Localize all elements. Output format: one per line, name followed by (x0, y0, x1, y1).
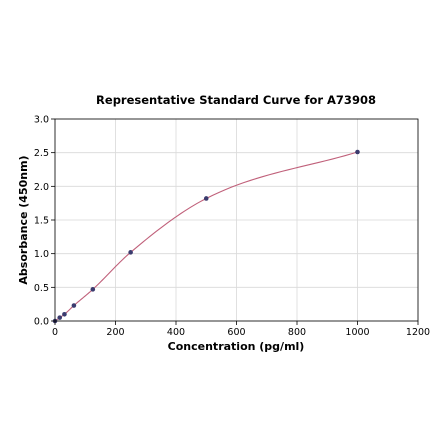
x-tick-label: 400 (167, 327, 185, 338)
x-axis-label: Concentration (pg/ml) (168, 340, 305, 353)
data-point (203, 196, 209, 201)
grid (54, 118, 419, 322)
data-point (90, 287, 96, 292)
x-tick-label: 800 (288, 327, 306, 338)
data-point (71, 303, 77, 308)
data-point (128, 250, 133, 255)
x-tick-label: 200 (106, 327, 124, 338)
fit-curve-layer (54, 151, 358, 322)
y-tick-label: 0.0 (34, 317, 49, 328)
data-point (57, 315, 63, 320)
x-axis-ticks: 0 200 400 600 800 1000 1200 (52, 321, 430, 338)
x-tick-label: 0 (52, 327, 58, 338)
x-tick-label: 1200 (406, 327, 430, 338)
x-tick-label: 1000 (345, 327, 369, 338)
y-axis-ticks: 0.0 0.5 1.0 1.5 2.0 2.5 3.0 (34, 115, 55, 328)
y-tick-label: 0.5 (34, 283, 49, 294)
y-tick-label: 2.0 (34, 182, 49, 193)
chart-title: Representative Standard Curve for A73908 (96, 93, 376, 107)
fit-curve (54, 151, 358, 322)
data-point (355, 149, 360, 155)
data-points (52, 149, 360, 324)
y-tick-label: 3.0 (34, 115, 49, 126)
y-tick-label: 2.5 (34, 148, 49, 159)
data-point (62, 311, 67, 317)
y-tick-label: 1.5 (34, 216, 49, 227)
x-tick-label: 600 (227, 327, 245, 338)
y-tick-label: 1.0 (34, 249, 49, 260)
y-axis-label: Absorbance (450nm) (17, 155, 30, 284)
